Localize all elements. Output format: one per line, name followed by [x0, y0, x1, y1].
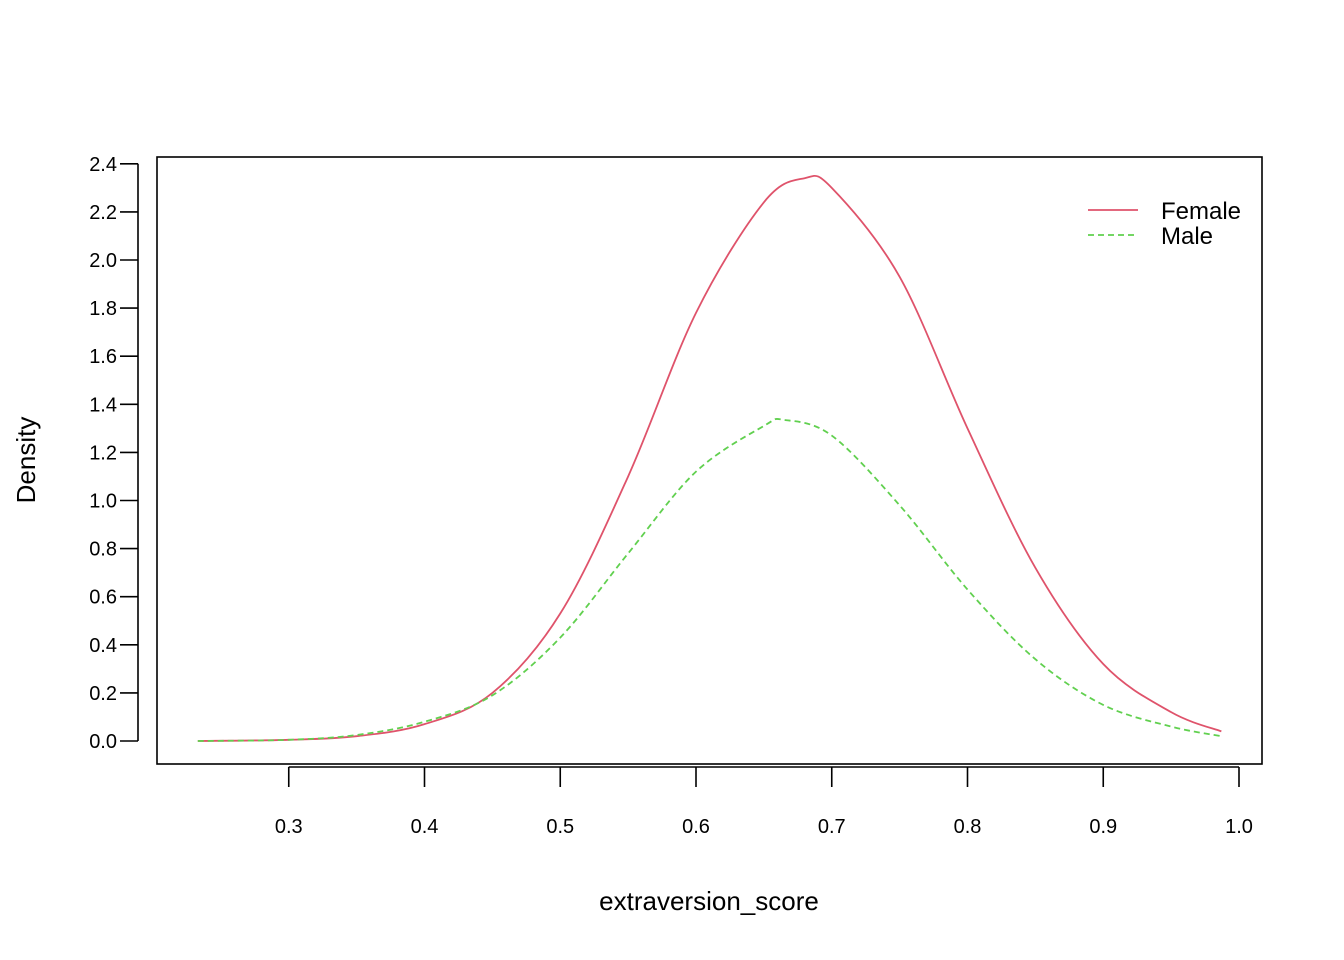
- y-tick-label: 1.8: [89, 298, 117, 320]
- y-tick-label: 0.2: [89, 683, 117, 705]
- y-axis: 0.0 0.2 0.4 0.6 0.8 1.0 1.2 1.4 1.6 1.8 2.0 2.2 2.4: [89, 154, 139, 753]
- x-tick-label: 0.4: [411, 816, 439, 838]
- x-tick-label: 1.0: [1225, 816, 1253, 838]
- y-tick-label: 2.0: [89, 250, 117, 272]
- y-tick-label: 1.2: [89, 442, 117, 464]
- y-tick-label: 0.6: [89, 587, 117, 609]
- y-tick-label: 2.2: [89, 202, 117, 224]
- x-tick-label: 0.6: [682, 816, 710, 838]
- x-axis-title: extraversion_score: [599, 886, 819, 916]
- x-tick-label: 0.8: [954, 816, 982, 838]
- x-tick-label: 0.3: [275, 816, 303, 838]
- plot-frame: [156, 156, 1263, 765]
- y-tick-label: 2.4: [89, 154, 117, 176]
- y-axis-title: Density: [11, 417, 41, 504]
- x-tick-label: 0.5: [546, 816, 574, 838]
- series-line-female: [197, 174, 1222, 742]
- y-tick-label: 0.4: [89, 635, 117, 657]
- series-line-male: [197, 417, 1222, 742]
- y-tick-label: 1.0: [89, 491, 117, 513]
- y-tick-label: 0.8: [89, 539, 117, 561]
- x-tick-label: 0.9: [1089, 816, 1117, 838]
- y-tick-label: 1.6: [89, 346, 117, 368]
- y-tick-label: 0.0: [89, 731, 117, 753]
- legend-label-female: Female: [1161, 198, 1241, 225]
- x-axis: 0.3 0.4 0.5 0.6 0.7 0.8 0.9 1.0: [275, 766, 1253, 838]
- x-tick-label: 0.7: [818, 816, 846, 838]
- legend-label-male: Male: [1161, 223, 1213, 250]
- series-layer: [197, 174, 1222, 742]
- y-tick-label: 1.4: [89, 394, 117, 416]
